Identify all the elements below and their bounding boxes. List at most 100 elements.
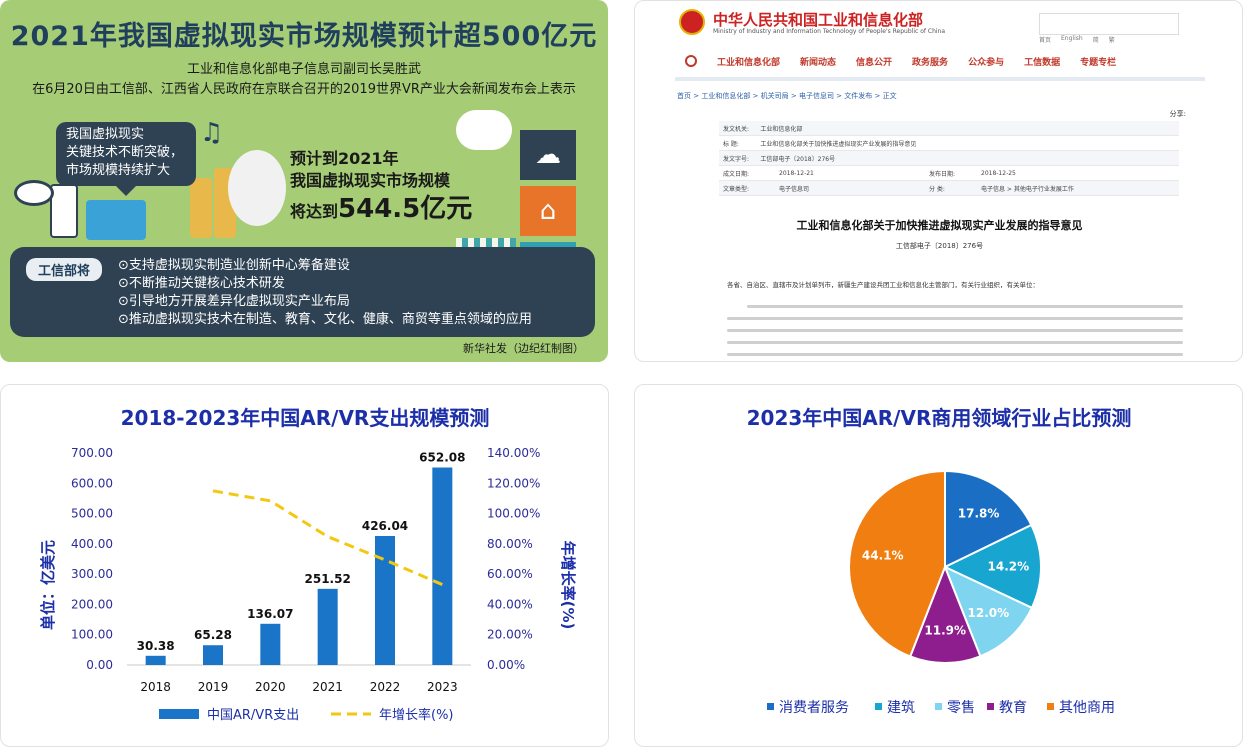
meta-value: 工业和信息化部关于加快推进虚拟现实产业发展的指导意见: [760, 140, 917, 148]
legend-swatch: [987, 703, 994, 710]
pie-slice: [944, 469, 1033, 569]
sector-share-chart-panel: 2023年中国AR/VR商用领域行业占比预测 17.8% 14.2% 12.0% 11…: [634, 384, 1243, 747]
forecast-value-line: 将达到544.5亿元: [290, 196, 472, 223]
meta-value: 2018-12-21: [779, 169, 814, 177]
meta-value: 2018-12-25: [981, 169, 1016, 177]
y2-axis-title: 年增长率(%): [559, 541, 577, 630]
meta-row: 标 题: 工业和信息化部关于加快推进虚拟现实产业发展的指导意见: [719, 136, 1179, 151]
growth-rate-line: [212, 489, 443, 586]
nav-item[interactable]: 新闻动态: [800, 58, 837, 68]
legend-label: 中国AR/VR支出: [207, 708, 299, 723]
bar: [317, 588, 338, 665]
measures-label: 工信部将: [26, 258, 103, 281]
music-icon: ♫: [200, 118, 224, 148]
body-text-line: [727, 341, 1183, 344]
money-bag-graphic: [228, 150, 286, 226]
phone-graphic: [50, 184, 78, 238]
y-tick-label: 100.00: [71, 628, 113, 642]
bar-data-label: 652.08: [419, 451, 465, 465]
top-links: 首页 English 简 繁: [1039, 35, 1189, 44]
spending-chart: 2018-2023年中国AR/VR支出规模预测 单位：亿美元 年增长率(%) 0…: [39, 406, 577, 723]
folder-icon: ⌂: [520, 186, 576, 236]
y2-tick-label: 120.00%: [487, 476, 540, 490]
pie-slice-label: 44.1%: [862, 548, 904, 562]
ministry-name-english: Ministry of Industry and Information Tec…: [713, 28, 946, 35]
meta-value: 电子信息司: [779, 185, 810, 193]
y2-tick-label: 60.00%: [487, 567, 533, 581]
meta-key: 标 题:: [723, 140, 739, 148]
eye-icon: [14, 180, 54, 206]
y-tick-label: 500.00: [71, 507, 113, 521]
y-tick-label: 600.00: [71, 476, 113, 490]
coin-stack-graphic: [190, 178, 212, 238]
meta-key: 文章类型:: [723, 185, 750, 193]
forecast-text: 预计到2021年 我国虚拟现实市场规模 将达到544.5亿元: [290, 148, 472, 223]
home-nav-icon[interactable]: [685, 55, 697, 67]
meta-row: 发文字号: 工信部电子〔2018〕276号: [719, 151, 1179, 166]
body-text-line: [727, 329, 1183, 332]
bar: [432, 467, 453, 665]
nav-item[interactable]: 工业和信息化部: [717, 58, 781, 68]
infographic-subtitle-2: 在6月20日由工信部、江西省人民政府在京联合召开的2019世界VR产业大会新闻发…: [32, 82, 576, 97]
legend-label: 教育: [999, 700, 1027, 716]
pie-slice: [942, 523, 1042, 610]
bubble-line: 关键技术不断突破，: [66, 145, 184, 160]
legend-swatch-bars: [159, 709, 199, 719]
top-link[interactable]: 首页: [1039, 37, 1052, 44]
nav-item[interactable]: 公众参与: [968, 58, 1005, 68]
legend-label: 建筑: [887, 700, 915, 716]
y2-tick-label: 20.00%: [487, 628, 533, 642]
meta-value: 工业和信息化部: [760, 125, 803, 133]
bubble-line: 我国虚拟现实: [66, 127, 145, 142]
nav-item[interactable]: 政务服务: [912, 58, 949, 68]
bar: [203, 645, 223, 665]
chat-bubble-icon: [456, 110, 512, 150]
legend-swatch: [1047, 703, 1054, 710]
meta-value: 电子信息 > 其他电子行业发展工作: [981, 185, 1074, 193]
nav-item[interactable]: 信息公开: [856, 58, 893, 68]
x-tick-label: 2023: [427, 680, 458, 694]
forecast-line: 我国虚拟现实市场规模: [290, 171, 451, 190]
y2-tick-label: 80.00%: [487, 537, 533, 551]
meta-value: 工信部电子〔2018〕276号: [760, 155, 836, 163]
x-tick-label: 2020: [255, 680, 286, 694]
pie-slice-label: 14.2%: [988, 560, 1030, 574]
bubble-line: 市场规模持续扩大: [66, 163, 171, 178]
nav-divider: [675, 77, 1205, 81]
share-label[interactable]: 分享:: [1169, 110, 1186, 118]
legend-swatch: [935, 703, 942, 710]
legend-swatch: [875, 703, 882, 710]
meta-row: 发文机关: 工业和信息化部: [719, 121, 1179, 136]
legend-label: 其他商用: [1059, 700, 1115, 716]
nav-item[interactable]: 工信数据: [1024, 58, 1061, 68]
meta-key: 发文机关:: [723, 125, 750, 133]
top-link[interactable]: 简: [1092, 37, 1099, 44]
top-link[interactable]: 繁: [1108, 37, 1115, 44]
pie-slice-label: 11.9%: [924, 623, 966, 637]
top-link[interactable]: English: [1061, 35, 1083, 42]
x-tick-label: 2019: [198, 680, 229, 694]
nav-item[interactable]: 专题专栏: [1080, 58, 1117, 68]
forecast-prefix: 将达到: [290, 202, 339, 221]
video-screen-graphic: [86, 200, 146, 240]
y-tick-label: 700.00: [71, 446, 113, 460]
ministry-name: 中华人民共和国工业和信息化部: [713, 11, 924, 29]
bar-data-label: 65.28: [194, 628, 232, 642]
search-input[interactable]: [1039, 13, 1179, 35]
bar-data-label: 30.38: [137, 639, 175, 653]
body-text-line: [727, 353, 1183, 356]
meta-row: 文章类型: 电子信息司 分 类: 电子信息 > 其他电子行业发展工作: [719, 181, 1179, 196]
measure-item: ⊙推动虚拟现实技术在制造、教育、文化、健康、商贸等重点领域的应用: [118, 312, 532, 327]
bar-data-label: 426.04: [362, 519, 408, 533]
body-text-line: [727, 317, 1183, 320]
y-tick-label: 200.00: [71, 597, 113, 611]
bar: [260, 623, 281, 665]
legend-label: 年增长率(%): [379, 707, 454, 723]
legend-swatch: [767, 703, 774, 710]
breadcrumb[interactable]: 首页 > 工业和信息化部 > 机关司局 > 电子信息司 > 文件发布 > 正文: [677, 92, 897, 100]
infographic-panel: 2021年我国虚拟现实市场规模预计超500亿元 工业和信息化部电子信息司副司长吴…: [0, 0, 608, 362]
legend-label: 消费者服务: [779, 700, 849, 716]
y-tick-label: 300.00: [71, 567, 113, 581]
y-tick-label: 0.00: [86, 658, 113, 672]
measure-item: ⊙支持虚拟现实制造业创新中心筹备建设: [118, 258, 350, 273]
